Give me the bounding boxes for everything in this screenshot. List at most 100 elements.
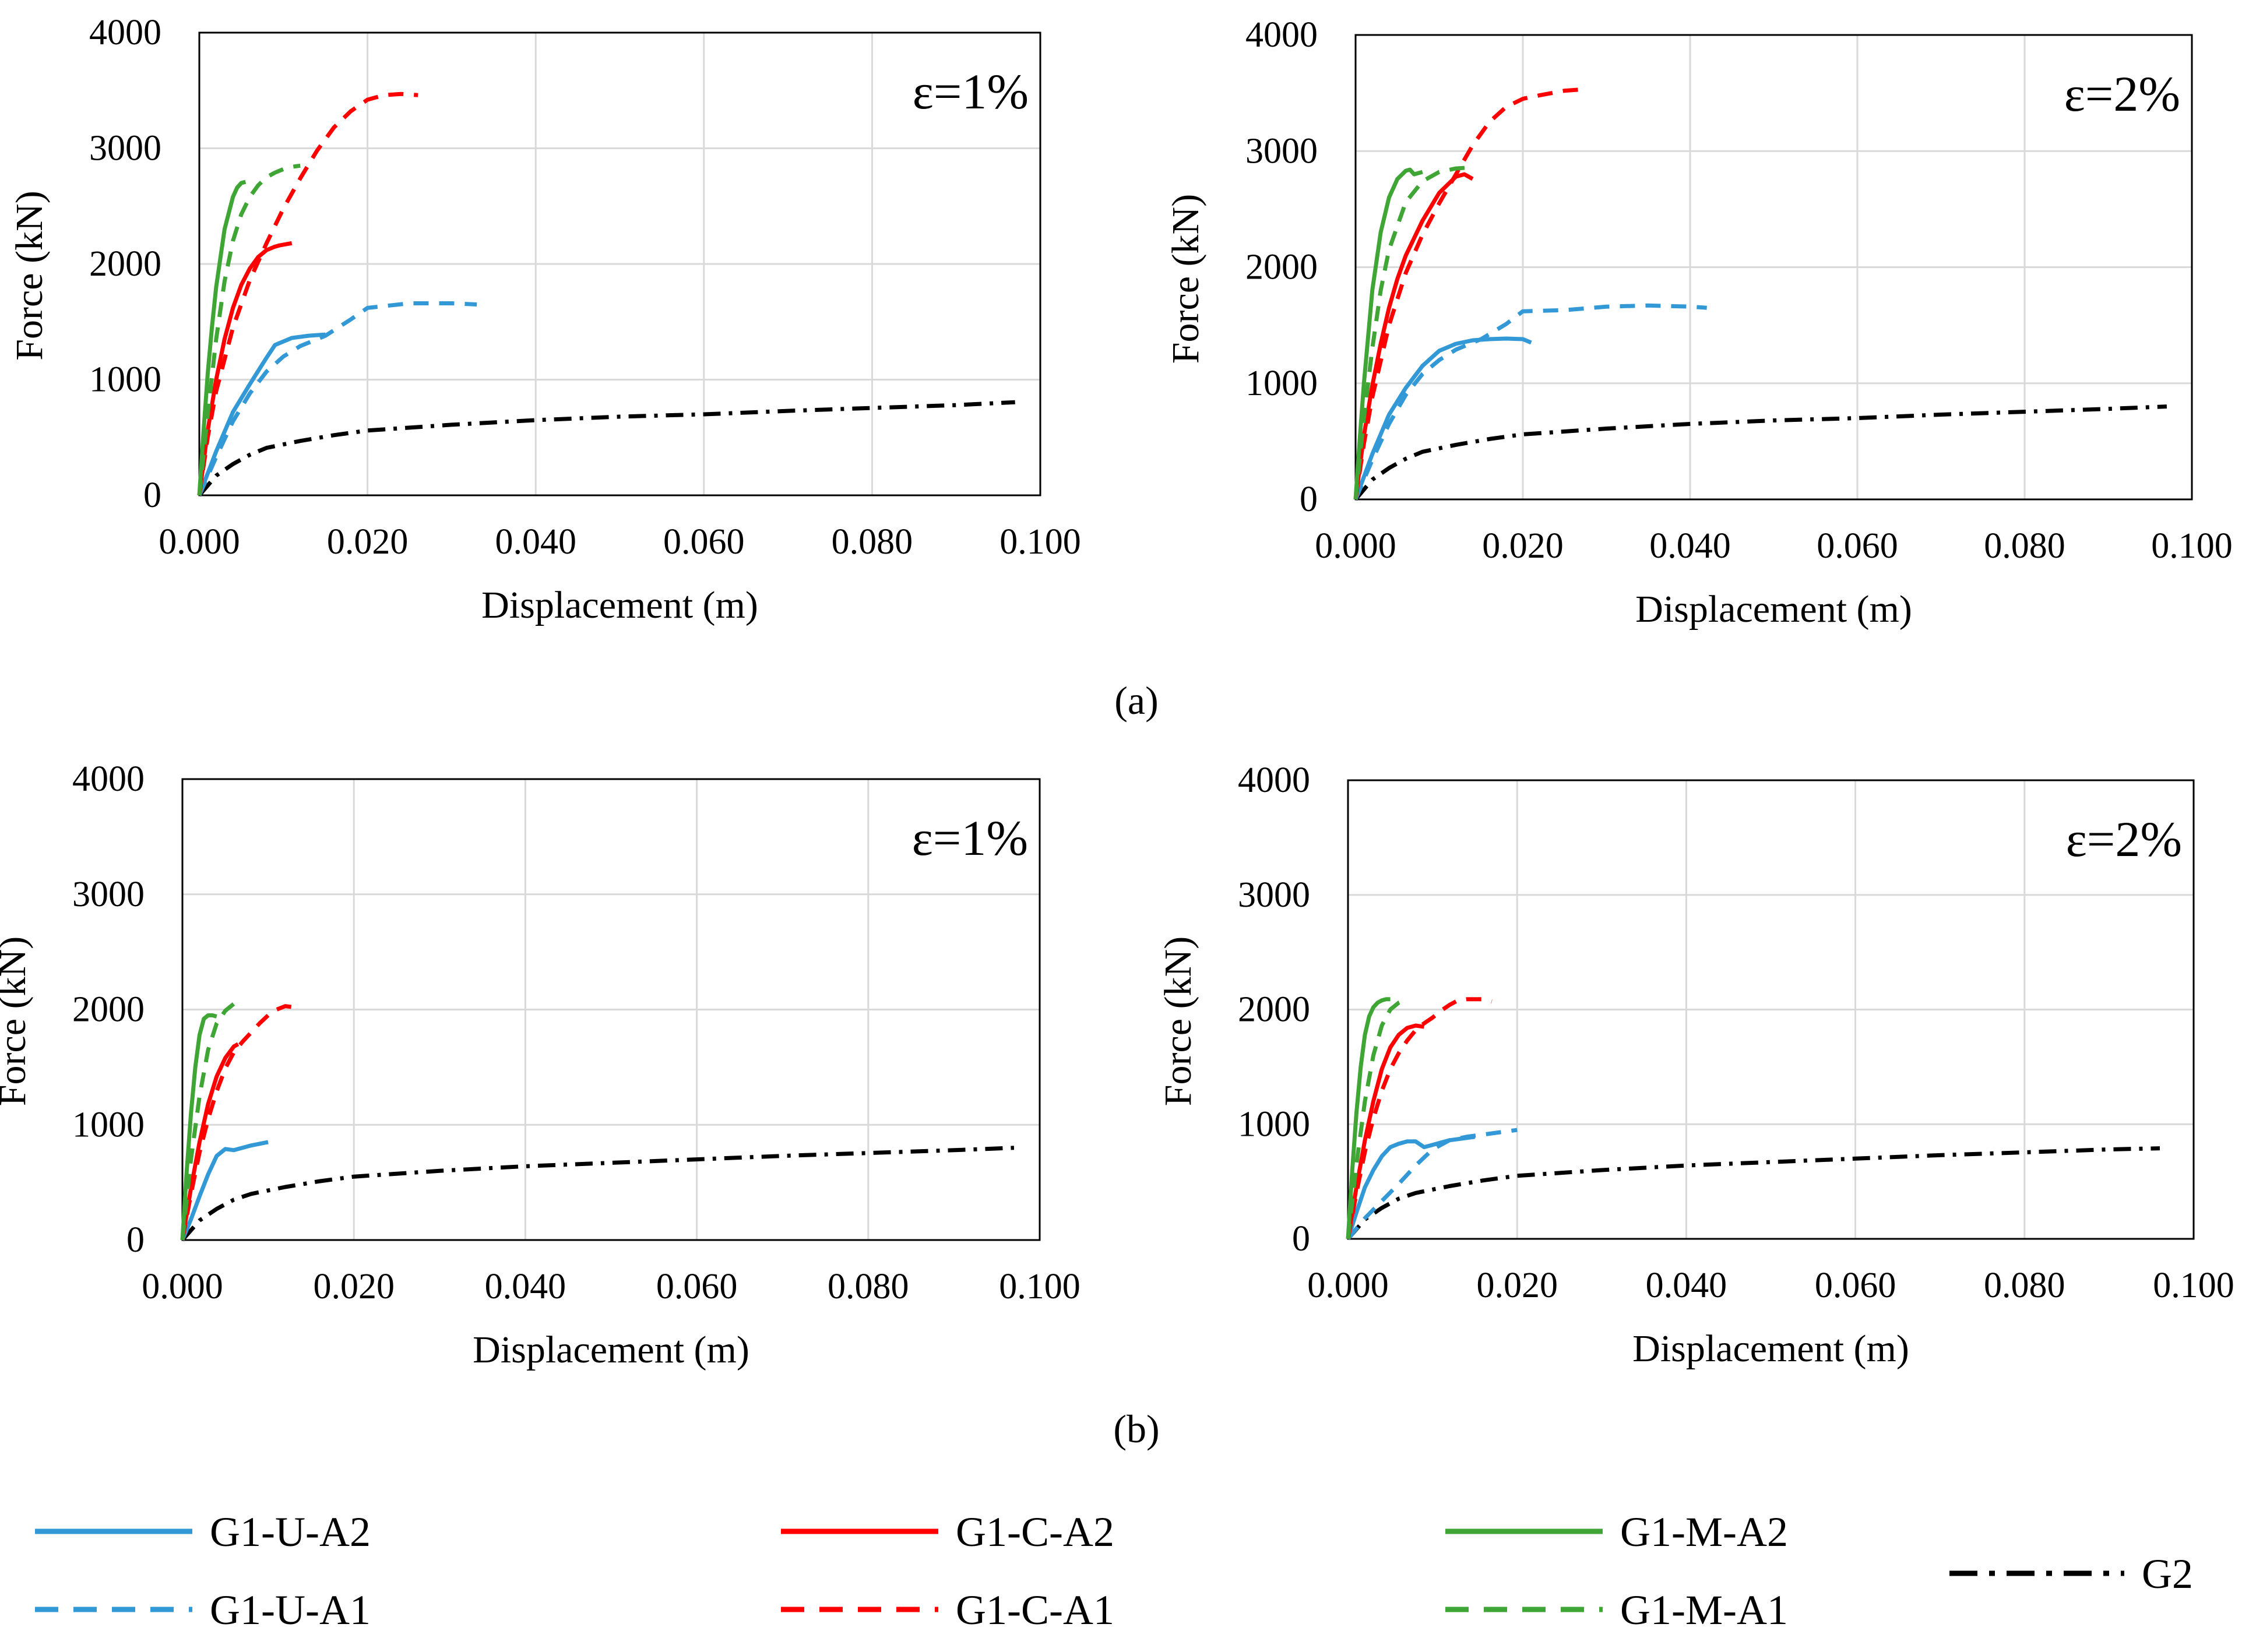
legend-label-g2: G2 [2142, 1551, 2193, 1597]
y-tick-label: 3000 [1238, 875, 1310, 915]
series-g1-m-a1 [1346, 997, 1408, 1239]
x-tick-label: 0.080 [1984, 526, 2065, 566]
x-tick-label: 0.060 [656, 1267, 738, 1306]
y-tick-label: 0 [126, 1220, 145, 1260]
x-axis-title: Displacement (m) [481, 584, 758, 626]
y-tick-label: 4000 [1238, 760, 1310, 800]
series-g1-u-a2 [1353, 336, 1532, 501]
y-tick-label: 3000 [1245, 131, 1318, 171]
y-tick-label: 0 [1292, 1219, 1310, 1259]
x-axis-title: Displacement (m) [1635, 588, 1912, 630]
x-tick-label: 0.040 [495, 522, 576, 562]
series-g1-c-a2 [1353, 172, 1474, 500]
x-tick-label: 0.060 [1815, 1266, 1896, 1305]
y-tick-label: 4000 [89, 13, 161, 52]
x-tick-label: 0.100 [2151, 526, 2233, 566]
series-g2 [1354, 404, 2167, 501]
series-g2 [181, 1146, 1015, 1242]
series-g1-c-a1 [197, 91, 418, 496]
x-tick-label: 0.020 [313, 1267, 395, 1306]
x-tick-label: 0.080 [1984, 1266, 2065, 1305]
x-tick-label: 0.020 [1482, 526, 1564, 566]
y-tick-label: 2000 [72, 990, 145, 1030]
series-g1-u-a1 [197, 301, 477, 496]
panel-label-b: (b) [1113, 1407, 1159, 1451]
series-g1-c-a2 [180, 1042, 240, 1241]
x-tick-label: 0.040 [1646, 1266, 1727, 1305]
y-axis-title: Force (kN) [1157, 936, 1199, 1106]
strain-annotation: ε=1% [912, 810, 1028, 866]
chart-2: 0.000 0.020 0.040 0.060 0.080 0.100 0 1000 2000 3… [1164, 15, 2233, 630]
y-axis-title: Force (kN) [8, 191, 51, 360]
series-g1-m-a1 [180, 998, 244, 1241]
y-tick-label: 2000 [1245, 248, 1318, 287]
y-tick-label: 1000 [89, 360, 161, 400]
x-tick-label: 0.100 [2153, 1266, 2234, 1305]
y-tick-label: 2000 [89, 244, 161, 284]
y-tick-label: 3000 [72, 875, 145, 914]
x-tick-label: 0.040 [1649, 526, 1731, 566]
y-tick-label: 1000 [1238, 1104, 1310, 1144]
plot-area-frame [1347, 779, 2195, 1240]
panel-label-a: (a) [1114, 678, 1158, 723]
x-axis-title: Displacement (m) [1632, 1327, 1909, 1370]
y-tick-label: 4000 [1245, 15, 1318, 55]
legend-label-g1-m-a2: G1-M-A2 [1620, 1509, 1788, 1555]
series-g1-u-a2 [1346, 1135, 1476, 1240]
series-g1-m-a2 [1353, 167, 1423, 500]
y-tick-label: 0 [143, 475, 161, 515]
x-tick-label: 0.080 [828, 1267, 909, 1306]
legend-label-g1-c-a2: G1-C-A2 [956, 1509, 1114, 1555]
x-axis-title: Displacement (m) [473, 1329, 749, 1371]
x-tick-label: 0.000 [1307, 1266, 1389, 1305]
charts: 0.000 0.020 0.040 0.060 0.080 0.100 0 1000 2000 3… [0, 13, 2234, 1371]
strain-annotation: ε=2% [2066, 811, 2182, 867]
series-g1-u-a1 [1346, 1128, 1518, 1241]
y-axis-title: Force (kN) [1164, 194, 1207, 364]
x-tick-label: 0.000 [159, 522, 240, 562]
x-tick-label: 0.000 [1315, 526, 1396, 566]
x-tick-label: 0.020 [1476, 1266, 1558, 1305]
legend-label-g1-u-a2: G1-U-A2 [210, 1509, 371, 1555]
y-axis-title: Force (kN) [0, 936, 34, 1106]
series-g1-m-a2 [197, 179, 247, 496]
chart-1: 0.000 0.020 0.040 0.060 0.080 0.100 0 1000 2000 3… [8, 13, 1081, 626]
series-g1-u-a2 [197, 332, 326, 496]
y-tick-label: 4000 [72, 759, 145, 799]
plot-area-frame [198, 31, 1041, 496]
series-g1-u-a1 [1353, 303, 1707, 501]
strain-annotation: ε=1% [913, 64, 1029, 119]
x-tick-label: 0.020 [327, 522, 409, 562]
x-tick-label: 0.060 [663, 522, 745, 562]
x-tick-label: 0.100 [999, 522, 1081, 562]
chart-3: 0.000 0.020 0.040 0.060 0.080 0.100 0 1000 2000 3… [0, 759, 1080, 1371]
series-g1-c-a1 [1353, 87, 1582, 500]
y-tick-label: 3000 [89, 129, 161, 168]
legend-label-g1-u-a1: G1-U-A1 [210, 1587, 371, 1633]
y-tick-label: 1000 [72, 1105, 145, 1144]
series-g1-c-a2 [1346, 1023, 1425, 1239]
series-g1-c-a2 [197, 241, 293, 496]
series-g1-m-a1 [1353, 165, 1473, 500]
series-g1-c-a1 [1346, 997, 1493, 1239]
series-g2 [198, 400, 1015, 497]
x-tick-label: 0.040 [485, 1267, 566, 1306]
plot-area-frame [1354, 34, 2193, 501]
chart-4: 0.000 0.020 0.040 0.060 0.080 0.100 0 1000 2000 3… [1157, 760, 2234, 1370]
x-tick-label: 0.060 [1817, 526, 1898, 566]
series-g2 [1346, 1146, 2160, 1241]
y-tick-label: 0 [1300, 480, 1318, 519]
x-tick-label: 0.080 [832, 522, 913, 562]
series-g1-u-a2 [180, 1140, 269, 1241]
y-tick-label: 1000 [1245, 364, 1318, 403]
legend-label-g1-c-a1: G1-C-A1 [956, 1587, 1114, 1633]
series-g1-m-a2 [1346, 997, 1391, 1239]
x-tick-label: 0.000 [142, 1267, 223, 1306]
legend: G1-U-A2 G1-U-A1 G1-C-A2 G1-C-A1 G1-M-A2 G1-M-… [35, 1509, 2193, 1633]
legend-label-g1-m-a1: G1-M-A1 [1620, 1587, 1788, 1633]
series-g1-m-a2 [180, 1013, 217, 1241]
y-tick-label: 2000 [1238, 990, 1310, 1030]
series-g1-m-a1 [197, 163, 301, 496]
plot-area-frame [181, 778, 1041, 1241]
